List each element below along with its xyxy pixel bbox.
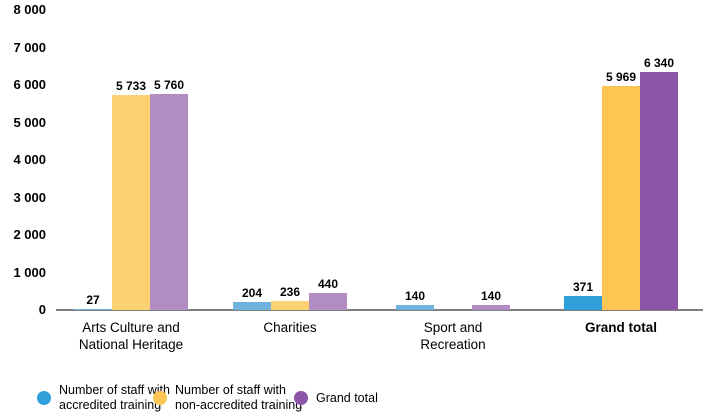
legend-label-line: accredited training: [59, 398, 162, 412]
bar-value-label: 371: [572, 280, 594, 294]
y-tick-label: 0: [38, 302, 46, 317]
y-tick-label: 5 000: [13, 114, 46, 130]
x-axis-label-line: National Heritage: [78, 337, 184, 352]
bar-slot: 5 969: [602, 10, 640, 310]
bar-arts-culture-and-national-heritage-series-0: [74, 309, 112, 310]
x-axis-label-sport-and-recreation: Sport and Recreation: [368, 319, 538, 353]
legend-swatch-icon: [294, 391, 308, 405]
legend-label-line: non-accredited training: [175, 398, 303, 412]
bar-sport-and-recreation-series-0: [396, 305, 434, 310]
bar-slot: 204: [233, 10, 271, 310]
bar-value-label: 140: [404, 289, 426, 303]
x-axis-label-arts-culture-and-national-heritage: Arts Culture and National Heritage: [46, 319, 216, 353]
y-tick-label: 1 000: [13, 264, 46, 280]
bar-value-label: 5 969: [605, 70, 637, 84]
y-tick-label: 7 000: [13, 39, 46, 55]
bar-grand-total-series-1: [602, 86, 640, 310]
x-axis-label-line: Grand total: [584, 320, 657, 335]
x-axis-label-line: Sport and: [423, 320, 483, 335]
legend-item-series-1: Number of staff with non-accredited train…: [153, 381, 302, 415]
legend-label: Number of staff with non-accredited train…: [175, 383, 302, 413]
x-axis-label-charities: Charities: [205, 319, 375, 336]
legend-label-line: Grand total: [316, 390, 378, 405]
y-tick-label: 8 000: [13, 2, 46, 17]
bar-value-label: 27: [86, 293, 100, 307]
bar-arts-culture-and-national-heritage-series-1: [112, 95, 150, 310]
bar-value-label: 5 733: [115, 79, 147, 93]
bar-slot: 27: [74, 10, 112, 310]
bar-grand-total-series-2: [640, 72, 678, 310]
bar-value-label: 204: [241, 286, 263, 300]
legend-label-line: Number of staff with: [175, 383, 286, 397]
legend-item-series-2: Grand total: [294, 381, 378, 415]
bar-slot: 440: [309, 10, 347, 310]
y-tick-label: 4 000: [13, 152, 46, 167]
legend-label: Grand total: [316, 391, 378, 406]
y-tick-label: 6 000: [13, 77, 46, 92]
y-tick-label: 2 000: [13, 227, 46, 242]
x-axis-label-line: Arts Culture and: [82, 320, 180, 335]
bar-charities-series-1: [271, 301, 309, 310]
x-axis-line: [56, 309, 703, 311]
bar-slot: [434, 10, 472, 310]
legend-item-series-0: Number of staff with accredited training: [37, 381, 170, 415]
bar-slot: 140: [472, 10, 510, 310]
x-axis-label-line: Charities: [263, 320, 317, 335]
bar-arts-culture-and-national-heritage-series-2: [150, 94, 188, 310]
bar-group-arts-culture-and-national-heritage: 27 5 733 5 760: [74, 10, 188, 310]
legend-swatch-icon: [37, 391, 51, 405]
bar-charities-series-2: [309, 293, 347, 310]
bar-slot: 5 760: [150, 10, 188, 310]
legend-label: Number of staff with accredited training: [59, 383, 170, 413]
y-tick-label: 3 000: [13, 189, 46, 205]
bar-group-sport-and-recreation: 140 140: [396, 10, 510, 310]
bar-value-label: 6 340: [643, 56, 675, 70]
bar-charities-series-0: [233, 302, 271, 310]
bar-value-label: 5 760: [153, 78, 185, 92]
bar-slot: 140: [396, 10, 434, 310]
bar-slot: 5 733: [112, 10, 150, 310]
bar-slot: 6 340: [640, 10, 678, 310]
bar-value-label: 440: [317, 277, 339, 291]
bar-group-charities: 204 236 440: [233, 10, 347, 310]
bar-slot: 371: [564, 10, 602, 310]
bar-group-grand-total: 371 5 969 6 340: [564, 10, 678, 310]
x-axis-label-grand-total: Grand total: [536, 319, 706, 336]
bar-value-label: 236: [279, 285, 301, 299]
legend-label-line: Number of staff with: [59, 383, 170, 397]
legend-swatch-icon: [153, 391, 167, 405]
bar-value-label: 140: [480, 289, 502, 303]
bar-grand-total-series-0: [564, 296, 602, 310]
bar-slot: 236: [271, 10, 309, 310]
bar-sport-and-recreation-series-2: [472, 305, 510, 310]
x-axis-label-line: Recreation: [420, 337, 486, 352]
